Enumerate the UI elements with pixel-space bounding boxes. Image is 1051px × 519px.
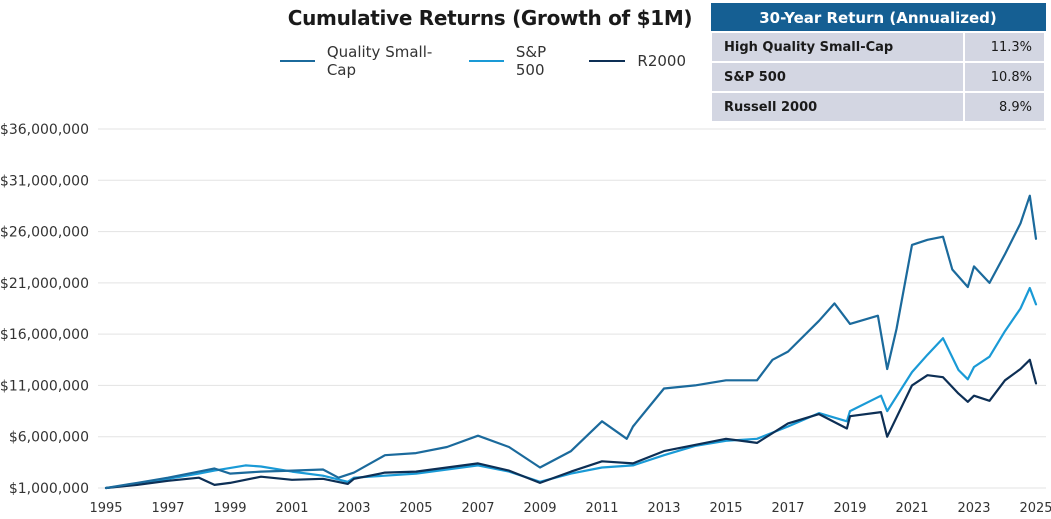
x-tick-label: 2021	[895, 501, 928, 516]
row-value: 8.9%	[963, 91, 1046, 123]
row-name: S&P 500	[710, 61, 965, 93]
x-tick-label: 1997	[151, 501, 184, 516]
legend-label: S&P 500	[515, 43, 547, 79]
x-tick-label: 2001	[275, 501, 308, 516]
legend-swatch-quality-small-cap	[280, 60, 315, 62]
y-tick-label: $1,000,000	[9, 481, 89, 497]
row-name: Russell 2000	[710, 91, 965, 123]
x-tick-label: 2015	[709, 501, 742, 516]
series-lines	[104, 194, 1038, 490]
x-tick-label: 2011	[585, 501, 618, 516]
returns-table-header: 30-Year Return (Annualized)	[710, 3, 1046, 33]
x-tick-label: 2009	[523, 501, 556, 516]
x-tick-label: 2023	[957, 501, 990, 516]
y-tick-label: $6,000,000	[9, 430, 89, 446]
row-value: 11.3%	[963, 31, 1046, 63]
x-tick-label: 2017	[771, 501, 804, 516]
row-name: High Quality Small-Cap	[710, 31, 965, 63]
x-tick-label: 2005	[399, 501, 432, 516]
returns-table: 30-Year Return (Annualized) High Quality…	[710, 3, 1046, 123]
y-tick-label: $21,000,000	[0, 276, 89, 292]
x-tick-label: 2013	[647, 501, 680, 516]
legend-swatch-sp500	[469, 60, 504, 62]
y-tick-label: $16,000,000	[0, 327, 89, 343]
gridlines	[98, 128, 1046, 489]
chart-title: Cumulative Returns (Growth of $1M)	[287, 6, 693, 30]
legend-swatch-r2000	[589, 60, 626, 62]
row-value: 10.8%	[963, 61, 1046, 93]
x-axis-ticks: 1995 1997 1999 2001 2003 2005 2007 2009 2011 2013…	[89, 501, 1051, 516]
series-line-r2000	[104, 358, 1038, 490]
legend-item-r2000: R2000	[589, 52, 686, 70]
y-tick-label: $31,000,000	[0, 173, 89, 189]
y-tick-label: $36,000,000	[0, 122, 89, 138]
y-tick-label: $26,000,000	[0, 225, 89, 241]
y-axis-ticks: $1,000,000 $6,000,000 $11,000,000 $16,000,0…	[0, 122, 89, 497]
x-tick-label: 1995	[89, 501, 122, 516]
x-tick-label: 2007	[461, 501, 494, 516]
series-line-s-p-500	[104, 286, 1038, 490]
x-tick-label: 2025	[1019, 501, 1051, 516]
y-tick-label: $11,000,000	[0, 378, 89, 394]
legend-label: R2000	[637, 52, 686, 70]
x-tick-label: 1999	[213, 501, 246, 516]
chart-legend: Quality Small-Cap S&P 500 R2000	[280, 43, 690, 79]
x-tick-label: 2003	[337, 501, 370, 516]
table-row: Russell 2000 8.9%	[710, 91, 1046, 123]
series-line-quality-small-cap	[104, 194, 1038, 490]
legend-item-sp500: S&P 500	[469, 43, 577, 79]
table-row: High Quality Small-Cap 11.3%	[710, 31, 1046, 63]
legend-item-quality-small-cap: Quality Small-Cap	[280, 43, 457, 79]
x-tick-label: 2019	[833, 501, 866, 516]
legend-label: Quality Small-Cap	[326, 43, 433, 79]
table-row: S&P 500 10.8%	[710, 61, 1046, 93]
